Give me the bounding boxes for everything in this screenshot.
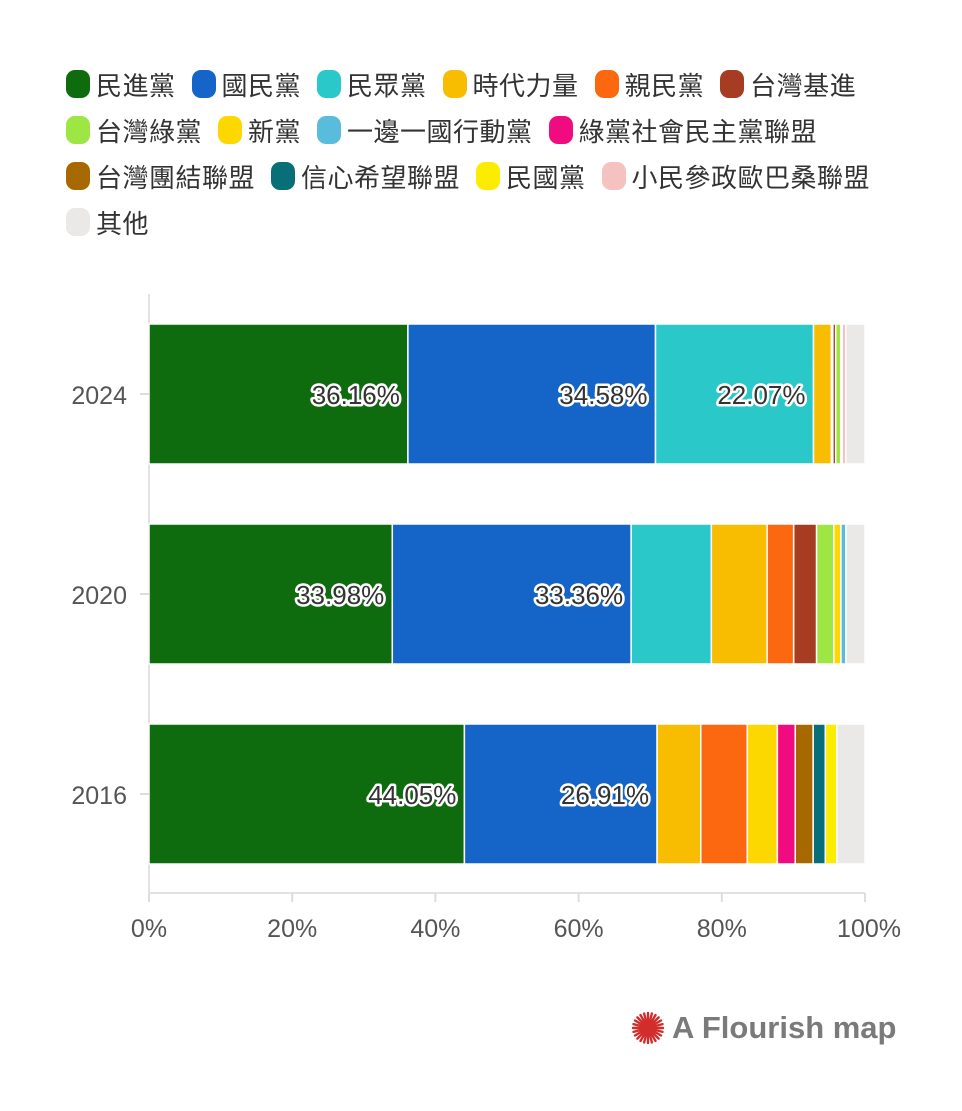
bar-segment xyxy=(630,523,713,665)
legend-label: 親民黨 xyxy=(624,71,705,102)
y-tick-label: 2016 xyxy=(71,782,127,810)
legend-swatch xyxy=(191,70,216,98)
data-label: 36.16% xyxy=(312,380,400,410)
legend-swatch xyxy=(594,70,619,98)
flourish-credit[interactable]: A Flourish map xyxy=(630,1010,896,1046)
legend-item[interactable]: 台灣基進 xyxy=(720,68,857,102)
legend-item[interactable]: 民國黨 xyxy=(476,160,586,194)
bar-segment xyxy=(792,523,818,665)
y-tick-label: 2024 xyxy=(71,382,127,410)
bar-segment xyxy=(833,523,842,665)
legend-swatch xyxy=(476,162,501,190)
legend-item[interactable]: 民進黨 xyxy=(66,68,176,102)
legend-item[interactable]: 小民參政歐巴桑聯盟 xyxy=(601,160,871,194)
bar-segment xyxy=(148,323,409,465)
y-tick-label: 2020 xyxy=(71,582,127,610)
bar-segment xyxy=(699,723,749,865)
legend-swatch xyxy=(271,162,296,190)
bar-segment xyxy=(148,523,394,665)
data-label: 44.05% xyxy=(368,780,456,810)
legend-item[interactable]: 一邊一國行動黨 xyxy=(317,114,533,148)
legend-label: 小民參政歐巴桑聯盟 xyxy=(631,163,871,194)
legend-item[interactable]: 台灣團結聯盟 xyxy=(66,160,256,194)
legend-swatch xyxy=(317,70,342,98)
data-label: 34.58% xyxy=(559,380,647,410)
bar-segment xyxy=(391,523,632,665)
legend-item[interactable]: 民眾黨 xyxy=(317,68,427,102)
data-label: 33.98% xyxy=(296,580,384,610)
legend-swatch xyxy=(601,162,626,190)
legend-label: 新黨 xyxy=(248,117,302,148)
legend-label: 台灣基進 xyxy=(750,71,857,102)
legend-swatch xyxy=(66,208,90,236)
bar-segment xyxy=(463,723,658,865)
bar-segment xyxy=(834,323,842,465)
legend-item[interactable]: 其他 xyxy=(66,206,150,240)
legend-label: 民眾黨 xyxy=(347,71,427,102)
x-tick-label: 60% xyxy=(554,915,604,943)
bar-segment xyxy=(794,723,814,865)
legend-swatch xyxy=(66,70,90,98)
bar-segment xyxy=(812,323,833,465)
legend-label: 台灣綠黨 xyxy=(96,117,203,148)
legend-label: 國民黨 xyxy=(221,71,302,102)
bar-segment xyxy=(845,523,866,665)
legend-label: 台灣團結聯盟 xyxy=(96,163,256,194)
legend-label: 一邊一國行動黨 xyxy=(347,117,533,148)
legend-label: 民國黨 xyxy=(506,163,586,194)
legend-label: 信心希望聯盟 xyxy=(301,163,461,194)
bar-segment xyxy=(776,723,797,865)
legend-label: 民進黨 xyxy=(96,71,176,102)
bar-segment xyxy=(840,523,847,665)
legend-label: 綠黨社會民主黨聯盟 xyxy=(578,117,818,148)
legend-label: 時代力量 xyxy=(472,71,579,102)
bar-segment xyxy=(710,523,768,665)
legend-item[interactable]: 新黨 xyxy=(218,114,302,148)
legend-swatch xyxy=(317,116,342,144)
bar-segment xyxy=(746,723,779,865)
bar-segment xyxy=(148,723,466,865)
bar-segment xyxy=(815,523,835,665)
legend-item[interactable]: 台灣綠黨 xyxy=(66,114,203,148)
flourish-star-icon xyxy=(631,1011,665,1045)
x-tick-label: 80% xyxy=(697,915,747,943)
legend-swatch xyxy=(720,70,745,98)
data-label: 26.91% xyxy=(561,780,649,810)
bar-segment xyxy=(836,723,866,865)
legend: 民進黨 國民黨 民眾黨 時代力量 親民黨 台灣基進台灣綠黨 新黨 一邊一國行動黨 綠黨社會民主黨… xyxy=(66,68,946,240)
legend-item[interactable]: 綠黨社會民主黨聯盟 xyxy=(548,114,818,148)
legend-item[interactable]: 時代力量 xyxy=(442,68,579,102)
x-tick-label: 20% xyxy=(267,915,317,943)
legend-item[interactable]: 親民黨 xyxy=(594,68,705,102)
credit-text: A Flourish map xyxy=(672,1010,897,1045)
bar-segment xyxy=(812,723,827,865)
bar-segment xyxy=(844,323,866,465)
bar-segment xyxy=(407,323,657,465)
legend-item[interactable]: 信心希望聯盟 xyxy=(271,160,461,194)
legend-swatch xyxy=(442,70,467,98)
x-tick-label: 0% xyxy=(131,915,167,943)
x-tick-label: 100% xyxy=(837,915,901,943)
legend-label: 其他 xyxy=(96,209,150,240)
bar-segment xyxy=(654,323,815,465)
data-label: 33.36% xyxy=(535,580,623,610)
bar-segment xyxy=(656,723,702,865)
legend-swatch xyxy=(548,116,573,144)
bar-segment xyxy=(824,723,838,865)
legend-swatch xyxy=(66,162,90,190)
legend-swatch xyxy=(218,116,243,144)
legend-item[interactable]: 國民黨 xyxy=(191,68,302,102)
bar-segment xyxy=(766,523,795,665)
x-tick-label: 40% xyxy=(410,915,460,943)
data-label: 22.07% xyxy=(717,380,805,410)
legend-swatch xyxy=(66,116,90,144)
